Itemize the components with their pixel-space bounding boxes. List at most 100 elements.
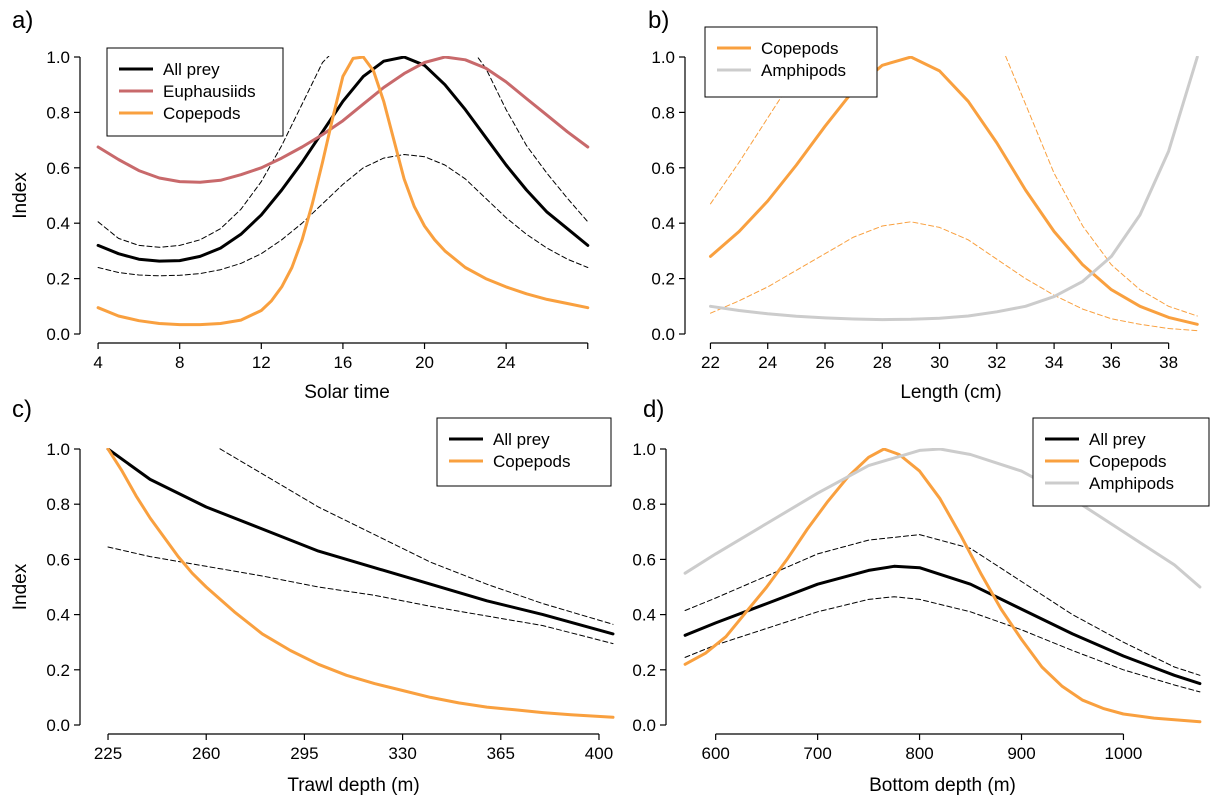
- panel-c-x-tick-label: 365: [487, 744, 515, 763]
- panel-c-letter: c): [12, 396, 32, 423]
- panel-d-letter: d): [643, 396, 664, 423]
- panel-c-x-axis-label: Trawl depth (m): [287, 775, 419, 796]
- panel-c-y-tick-label: 0.8: [46, 495, 70, 514]
- panel-c-x-tick-label: 225: [94, 744, 122, 763]
- panel-b-x-tick-label: 22: [701, 353, 720, 372]
- panel-d-y-tick-label: 1.0: [632, 440, 656, 459]
- panel-c-x-tick-label: 260: [192, 744, 220, 763]
- panel-d-series-copepods: [683, 448, 1202, 724]
- panel-d-x-tick-label: 900: [1007, 744, 1035, 763]
- panel-a-series-copepods: [96, 56, 590, 327]
- panel-b-x-tick-label: 36: [1102, 353, 1121, 372]
- panel-b-x-tick-label: 26: [816, 353, 835, 372]
- panel-d-legend-label-amphipods: Amphipods: [1089, 474, 1174, 493]
- panel-d-ci-band-line: [684, 596, 1201, 693]
- panel-b-x-tick-label: 38: [1159, 353, 1178, 372]
- panel-a-legend: All prey Euphausiids Copepods: [106, 47, 284, 137]
- panel-a-y-tick-label: 0.2: [46, 270, 70, 289]
- panel-d-y-tick-label: 0.6: [632, 550, 656, 569]
- panel-b-legend-label-copepods: Copepods: [761, 39, 839, 58]
- panel-d-y-tick-label: 0.8: [632, 495, 656, 514]
- panel-a-legend-label-copepods: Copepods: [163, 104, 241, 123]
- panel-a-ci-band-line: [97, 154, 589, 277]
- panel-d-legend-label-copepods: Copepods: [1089, 452, 1167, 471]
- panel-a-x-tick-label: 16: [333, 353, 352, 372]
- panel-b-x-tick-label: 30: [930, 353, 949, 372]
- panel-b-x-tick-label: 28: [873, 353, 892, 372]
- panel-c-x-tick-label: 295: [290, 744, 318, 763]
- panel-a-x-tick-label: 4: [93, 353, 102, 372]
- panel-c-series-copepods: [106, 448, 615, 719]
- panel-d-y-tick-label: 0.0: [632, 716, 656, 735]
- panel-d-y-tick-label: 0.2: [632, 661, 656, 680]
- panel-a-letter: a): [12, 7, 33, 34]
- panel-c-y-tick-label: 0.0: [46, 716, 70, 735]
- panel-b-ci-band-line: [710, 221, 1198, 332]
- panel-a-y-tick-label: 0.6: [46, 159, 70, 178]
- panel-c-ci-band-line: [107, 546, 614, 645]
- panel-d-x-tick-label: 1000: [1105, 744, 1143, 763]
- panel-c-y-tick-label: 0.6: [46, 550, 70, 569]
- panel-b-x-tick-label: 34: [1045, 353, 1064, 372]
- panel-d-ci-band-line: [684, 534, 1201, 676]
- panel-a-y-tick-label: 0.8: [46, 103, 70, 122]
- panel-b-legend-box: [704, 26, 878, 98]
- panel-c-legend-box: [436, 417, 612, 487]
- panel-c-y-tick-label: 1.0: [46, 440, 70, 459]
- panel-a-y-tick-label: 1.0: [46, 48, 70, 67]
- panel-b-ci-band-line: [710, 56, 812, 205]
- panel-c-legend-label-all-prey: All prey: [493, 430, 550, 449]
- panel-a-x-tick-label: 8: [175, 353, 184, 372]
- panel-b-y-tick-label: 1.0: [651, 48, 675, 67]
- panel-a-x-tick-label: 12: [252, 353, 271, 372]
- panel-b: 0.0 0.2 0.4 0.6 0.8 1.0 22 24 26 28 30 32 34 36 38 Leng…: [648, 7, 1199, 403]
- panel-c-x-tick-label: 400: [585, 744, 613, 763]
- panel-a-series-euphausiids: [96, 56, 590, 184]
- panel-b-legend-label-amphipods: Amphipods: [761, 61, 846, 80]
- panel-b-x-axis-label: Length (cm): [900, 382, 1001, 403]
- panel-c-y-tick-label: 0.4: [46, 606, 70, 625]
- panel-a-x-tick-label: 20: [415, 353, 434, 372]
- panel-a-x-axis-label: Solar time: [304, 382, 390, 403]
- panel-d-legend: All prey Copepods Amphipods: [1032, 417, 1210, 507]
- panel-c-legend-label-copepods: Copepods: [493, 452, 571, 471]
- panel-d-x-tick-label: 700: [803, 744, 831, 763]
- panel-c-series-all-prey: [106, 448, 615, 636]
- panel-a-ci-band-line: [97, 56, 330, 248]
- panel-b-y-tick-label: 0.8: [651, 103, 675, 122]
- panel-d-x-tick-label: 600: [701, 744, 729, 763]
- panel-b-y-tick-label: 0.6: [651, 159, 675, 178]
- panel-b-x-tick-label: 24: [758, 353, 777, 372]
- panel-b-legend: Copepods Amphipods: [704, 26, 878, 98]
- panel-b-y-tick-label: 0.2: [651, 270, 675, 289]
- panel-d: 0.0 0.2 0.4 0.6 0.8 1.0 600 700 800 900 1000 Bottom…: [632, 396, 1210, 796]
- panel-b-letter: b): [648, 7, 669, 34]
- panel-a-y-tick-label: 0.0: [46, 325, 70, 344]
- panel-b-x-tick-label: 32: [987, 353, 1006, 372]
- panel-d-x-axis-label: Bottom depth (m): [869, 775, 1016, 796]
- panel-b-series-copepods: [709, 56, 1199, 326]
- panel-a-y-tick-label: 0.4: [46, 214, 70, 233]
- panel-b-y-tick-label: 0.4: [651, 214, 675, 233]
- panel-d-series-all-prey: [683, 564, 1202, 686]
- panel-d-x-tick-label: 800: [905, 744, 933, 763]
- panel-c: 0.0 0.2 0.4 0.6 0.8 1.0 225 260 295 330 365 400 Traw…: [10, 396, 615, 796]
- panel-c-legend: All prey Copepods: [436, 417, 612, 487]
- panel-a-legend-label-euphausiids: Euphausiids: [163, 82, 256, 101]
- panel-a-x-tick-label: 24: [497, 353, 516, 372]
- panel-b-ci-band-line: [1004, 56, 1198, 317]
- panel-c-x-tick-label: 330: [388, 744, 416, 763]
- panel-b-y-tick-label: 0.0: [651, 325, 675, 344]
- panel-a-y-axis-label: Index: [10, 172, 31, 219]
- panel-d-legend-label-all-prey: All prey: [1089, 430, 1146, 449]
- panel-d-y-tick-label: 0.4: [632, 606, 656, 625]
- panel-a-legend-label-all-prey: All prey: [163, 60, 220, 79]
- panel-c-ci-band-line: [217, 448, 614, 625]
- panel-a: 0.0 0.2 0.4 0.6 0.8 1.0 4 8 12 16 20 24 Solar time In…: [10, 7, 590, 403]
- panel-b-series-amphipods: [709, 56, 1199, 322]
- panel-a-series-all-prey: [96, 56, 590, 263]
- panel-c-y-tick-label: 0.2: [46, 661, 70, 680]
- panel-c-y-axis-label: Index: [10, 563, 31, 610]
- panel-d-series-amphipods: [683, 448, 1202, 589]
